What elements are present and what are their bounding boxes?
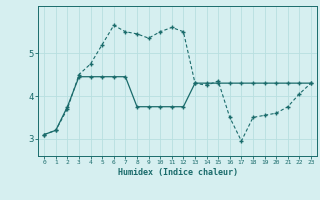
X-axis label: Humidex (Indice chaleur): Humidex (Indice chaleur) — [118, 168, 238, 177]
